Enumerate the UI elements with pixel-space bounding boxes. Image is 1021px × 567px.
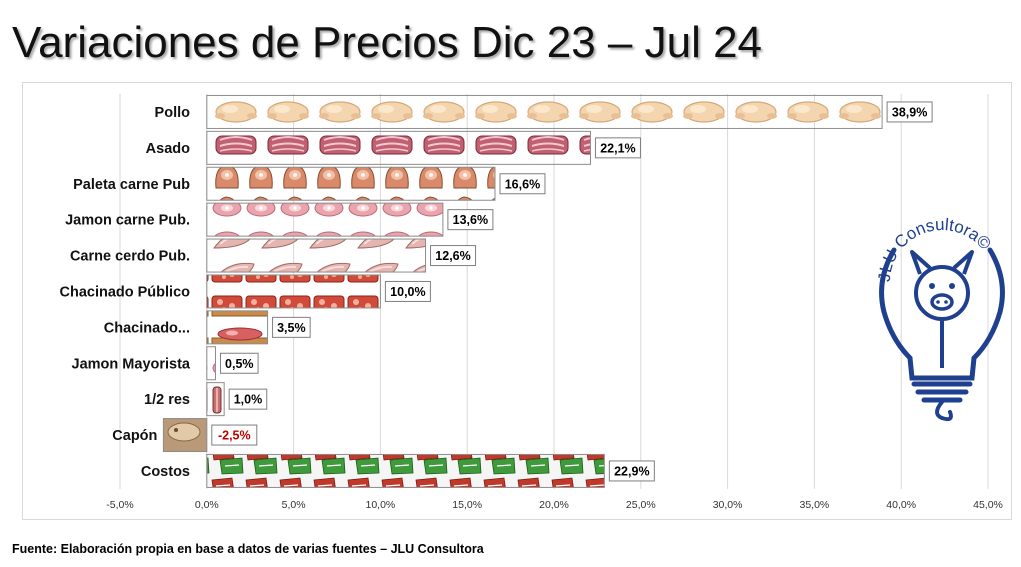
x-tick-label: 40,0%: [886, 499, 916, 511]
data-label-box: [211, 424, 258, 446]
x-tick-label: 35,0%: [800, 499, 830, 511]
category-label: Pollo: [155, 105, 191, 121]
x-tick-label: 30,0%: [713, 499, 743, 511]
category-label: Chacinado Público: [59, 284, 190, 300]
data-label-box: [272, 316, 311, 338]
x-tick-label: 20,0%: [539, 499, 569, 511]
bar: [206, 166, 496, 201]
category-labels: Pollo Asado Paleta carne Pub Jamon carne Pu…: [59, 105, 190, 480]
category-label: Carne cerdo Pub.: [70, 249, 190, 265]
data-label: 22,9%: [614, 464, 649, 478]
x-tick-label: 10,0%: [366, 499, 396, 511]
bar: [206, 274, 381, 309]
x-tick-label: 45,0%: [973, 499, 1003, 511]
x-tick-label: 25,0%: [626, 499, 656, 511]
data-label: 0,5%: [225, 357, 254, 371]
data-label: 38,9%: [892, 105, 927, 119]
category-label: Capón: [112, 428, 157, 444]
bar: [206, 453, 605, 488]
data-label: 13,6%: [453, 213, 488, 227]
data-label: 1,0%: [234, 393, 263, 407]
category-label: Chacinado...: [104, 320, 190, 336]
data-label-box: [228, 388, 268, 410]
data-labels: 38,9% 22,1% 16,6% 13,6% 12,6% 10,0% 3,5% 0,5% 1,…: [211, 101, 933, 482]
data-label-box: [608, 460, 655, 482]
data-label: 12,6%: [435, 249, 470, 263]
bars: [162, 94, 883, 488]
data-label: 22,1%: [600, 141, 635, 155]
source-note: Fuente: Elaboración propia en base a dat…: [12, 542, 484, 556]
bar: [162, 418, 208, 453]
x-axis-ticks: -5,0% 0,0% 5,0% 10,0% 15,0% 20,0% 25,0% 30,0% 35…: [106, 499, 1003, 511]
bar: [206, 346, 216, 381]
bar: [206, 310, 269, 345]
data-label-box: [219, 352, 259, 374]
category-label: Jamon carne Pub.: [65, 213, 190, 229]
x-tick-label: 15,0%: [452, 499, 482, 511]
chart-frame: [22, 82, 1012, 520]
data-label-box: [499, 173, 546, 195]
data-label-box: [886, 101, 933, 123]
data-label: 3,5%: [277, 321, 306, 335]
data-label-box: [430, 245, 477, 267]
x-tick-label: -5,0%: [106, 499, 133, 511]
x-tick-label: 0,0%: [195, 499, 219, 511]
bar: [206, 94, 883, 129]
data-label: 16,6%: [505, 177, 540, 191]
data-label-box: [447, 209, 494, 231]
category-label: 1/2 res: [144, 392, 190, 408]
bar: [206, 202, 444, 237]
category-label: Costos: [141, 464, 190, 480]
bar: [206, 238, 427, 273]
category-label: Paleta carne Pub: [73, 177, 190, 193]
data-label-box: [384, 280, 431, 302]
category-label: Jamon Mayorista: [72, 356, 191, 372]
jlu-consultora-logo: JLU Consultora©: [875, 215, 1005, 422]
bar: [206, 130, 591, 165]
data-label: 10,0%: [390, 285, 425, 299]
x-tick-label: 5,0%: [282, 499, 306, 511]
bar: [206, 382, 225, 417]
category-label: Asado: [146, 141, 190, 157]
page-title: Variaciones de Precios Dic 23 – Jul 24: [12, 18, 763, 67]
data-label: -2,5%: [218, 429, 251, 443]
data-label-box: [594, 137, 641, 159]
